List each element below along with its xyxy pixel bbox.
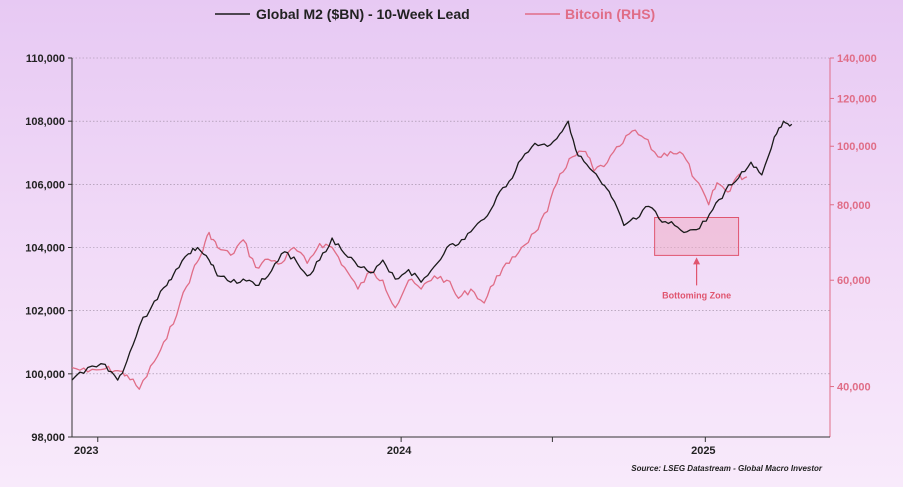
x-tick-label: 2024 [387,445,412,457]
x-tick-label: 2025 [691,445,715,457]
y-tick-label-right: 100,000 [837,141,877,153]
gridlines [72,57,830,375]
y-axis-left: 98,000 100,000 102,000 104,000 106,000 108,00… [25,53,73,444]
y-tick-label-right: 80,000 [837,200,871,212]
y-tick-label-right: 60,000 [837,275,871,287]
bottoming-zone-label: Bottoming Zone [662,290,731,300]
bottoming-zone-arrowhead [693,257,701,265]
x-tick-label: 2023 [74,445,98,457]
series-line [71,120,793,381]
legend-label-m2: Global M2 ($BN) - 10-Week Lead [256,6,470,22]
y-tick-label-left: 100,000 [25,369,65,381]
y-tick-label-left: 98,000 [31,432,65,444]
y-tick-label-right: 140,000 [837,53,877,65]
y-tick-label-left: 102,000 [25,306,65,318]
series-global-m2 [71,120,793,381]
x-axis: 2023 2024 2025 [72,436,830,457]
source-note: Source: LSEG Datastream - Global Macro I… [631,464,823,473]
y-tick-label-left: 110,000 [26,53,65,65]
series-line [71,129,748,390]
y-axis-right: 40,000 60,000 80,000 100,000 120,000 140,000 [829,53,877,437]
y-tick-label-right: 120,000 [837,93,877,105]
legend-label-btc: Bitcoin (RHS) [565,6,655,22]
series-bitcoin [71,129,748,390]
y-tick-label-right: 40,000 [837,382,871,394]
y-tick-label-left: 108,000 [25,116,65,128]
legend: Global M2 ($BN) - 10-Week Lead Bitcoin (… [215,6,655,22]
y-tick-label-left: 104,000 [25,243,65,255]
y-tick-label-left: 106,000 [25,179,65,191]
